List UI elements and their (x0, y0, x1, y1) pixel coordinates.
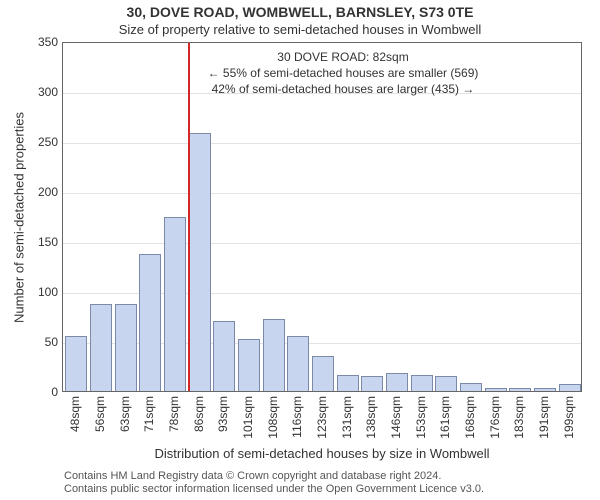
histogram-bar (90, 304, 112, 391)
x-tick-label: 108sqm (266, 396, 280, 439)
histogram-bar (460, 383, 482, 391)
histogram-bar (65, 336, 87, 391)
x-tick-label: 138sqm (364, 396, 378, 439)
x-tick-label: 116sqm (290, 396, 304, 438)
histogram-bar (361, 376, 383, 391)
x-tick-label: 161sqm (438, 396, 452, 439)
histogram-bar (411, 375, 433, 391)
footer-line-2: Contains public sector information licen… (64, 483, 484, 496)
histogram-bar (485, 388, 507, 391)
annotation-box: 30 DOVE ROAD: 82sqm ← 55% of semi-detach… (208, 49, 479, 98)
x-tick-label: 56sqm (93, 396, 107, 432)
histogram-bar (386, 373, 408, 391)
annotation-line-2: ← 55% of semi-detached houses are smalle… (208, 65, 479, 81)
histogram-bar (263, 319, 285, 391)
histogram-bar (287, 336, 309, 391)
plot-area: 30 DOVE ROAD: 82sqm ← 55% of semi-detach… (62, 42, 582, 392)
footer-line-1: Contains HM Land Registry data © Crown c… (64, 470, 484, 483)
histogram-bar (312, 356, 334, 391)
histogram-bar (534, 388, 556, 391)
x-tick-label: 146sqm (389, 396, 403, 439)
y-tick-label: 250 (38, 135, 58, 149)
y-tick-label: 150 (38, 235, 58, 249)
x-tick-label: 183sqm (512, 396, 526, 439)
y-tick-label: 300 (38, 85, 58, 99)
x-tick-label: 48sqm (68, 396, 82, 432)
histogram-bar (435, 376, 457, 391)
y-tick-label: 100 (38, 285, 58, 299)
y-tick-label: 50 (45, 335, 58, 349)
x-tick-label: 93sqm (216, 396, 230, 432)
x-tick-label: 63sqm (118, 396, 132, 432)
histogram-bar (139, 254, 161, 391)
histogram-bar (189, 133, 211, 392)
gridline-h (63, 243, 581, 244)
y-tick-label: 0 (51, 385, 58, 399)
histogram-bar (213, 321, 235, 391)
histogram-bar (559, 384, 581, 391)
x-tick-label: 176sqm (488, 396, 502, 439)
histogram-bar (238, 339, 260, 391)
x-tick-label: 71sqm (142, 396, 156, 432)
x-tick-label: 86sqm (192, 396, 206, 432)
footer-attribution: Contains HM Land Registry data © Crown c… (64, 470, 484, 496)
gridline-h (63, 193, 581, 194)
x-tick-label: 191sqm (537, 396, 551, 439)
histogram-bar (509, 388, 531, 391)
chart-title-sub: Size of property relative to semi-detach… (0, 22, 600, 37)
annotation-line-3: 42% of semi-detached houses are larger (… (208, 81, 479, 97)
y-tick-label: 200 (38, 185, 58, 199)
y-axis-label: Number of semi-detached properties (12, 103, 27, 333)
x-tick-label: 153sqm (414, 396, 428, 439)
annotation-line-1: 30 DOVE ROAD: 82sqm (208, 49, 479, 65)
y-tick-label: 350 (38, 35, 58, 49)
x-tick-label: 131sqm (340, 396, 354, 439)
histogram-bar (115, 304, 137, 391)
histogram-chart: 30, DOVE ROAD, WOMBWELL, BARNSLEY, S73 0… (0, 0, 600, 500)
x-tick-label: 123sqm (315, 396, 329, 439)
chart-title-main: 30, DOVE ROAD, WOMBWELL, BARNSLEY, S73 0… (0, 4, 600, 20)
histogram-bar (337, 375, 359, 391)
histogram-bar (164, 217, 186, 391)
gridline-h (63, 143, 581, 144)
x-axis-label: Distribution of semi-detached houses by … (62, 446, 582, 461)
x-tick-label: 199sqm (562, 396, 576, 439)
x-tick-label: 101sqm (241, 396, 255, 439)
x-tick-label: 78sqm (167, 396, 181, 432)
reference-marker-line (188, 43, 190, 391)
x-tick-label: 168sqm (463, 396, 477, 439)
